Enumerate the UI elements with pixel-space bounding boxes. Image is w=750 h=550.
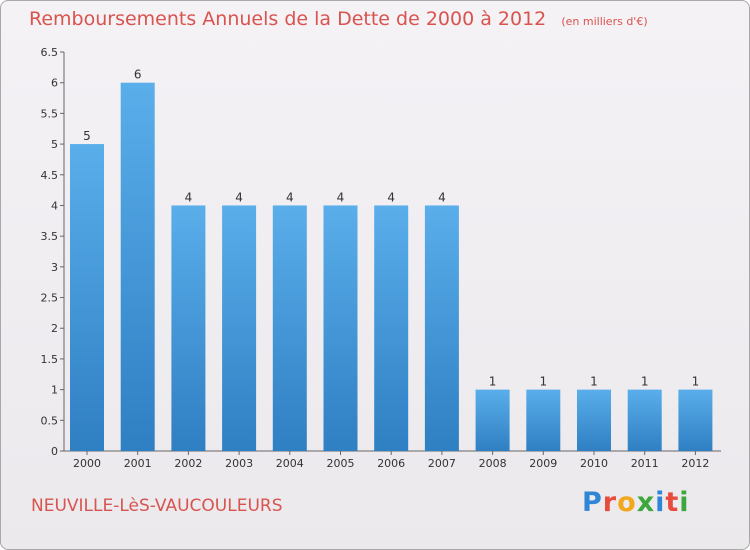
- x-tick-label: 2007: [428, 457, 456, 470]
- commune-name: NEUVILLE-LèS-VAUCOULEURS: [31, 496, 283, 516]
- chart-title-text: Remboursements Annuels de la Dette de 20…: [29, 8, 547, 30]
- y-tick-label: 0.5: [41, 414, 59, 427]
- y-tick-label: 5: [51, 138, 58, 151]
- x-tick-label: 2001: [124, 457, 152, 470]
- y-tick-label: 5.5: [41, 107, 59, 120]
- chart-subtitle: (en milliers d'€): [561, 15, 648, 28]
- bar-value-label: 1: [590, 375, 598, 389]
- x-tick-label: 2003: [225, 457, 253, 470]
- bar: [70, 144, 104, 452]
- bar: [272, 205, 307, 451]
- bar-value-label: 4: [235, 190, 243, 204]
- bar-value-label: 4: [387, 190, 395, 204]
- x-tick-label: 2010: [580, 457, 608, 470]
- chart-bars: [70, 82, 713, 452]
- logo-letter: t: [665, 487, 680, 518]
- x-tick-label: 2002: [174, 457, 202, 470]
- y-tick-label: 6.5: [41, 46, 59, 59]
- bar-value-label: 6: [134, 68, 142, 82]
- y-tick-label: 2: [51, 322, 58, 335]
- x-tick-label: 2000: [73, 457, 101, 470]
- y-tick-label: 1.5: [41, 353, 59, 366]
- y-tick-label: 1: [51, 384, 58, 397]
- logo-letter: r: [602, 487, 618, 518]
- x-tick-label: 2009: [529, 457, 557, 470]
- bar-value-label: 4: [337, 190, 345, 204]
- bar-value-label: 1: [641, 375, 649, 389]
- logo-letter: P: [582, 487, 603, 518]
- y-tick-label: 4.5: [41, 169, 59, 182]
- bar-value-label: 1: [489, 375, 497, 389]
- x-tick-label: 2011: [631, 457, 659, 470]
- y-tick-label: 6: [51, 77, 58, 90]
- bar-value-label: 4: [286, 190, 294, 204]
- y-tick-label: 2.5: [41, 292, 59, 305]
- proxiti-logo: Proxiti: [582, 487, 690, 518]
- bar: [526, 389, 561, 451]
- bar: [678, 389, 713, 451]
- bar-value-label: 5: [83, 129, 91, 143]
- logo-letter: o: [617, 487, 637, 518]
- bar: [577, 389, 611, 451]
- x-tick-label: 2006: [377, 457, 405, 470]
- bar: [120, 82, 155, 451]
- bar: [475, 389, 510, 451]
- bar-value-label: 4: [438, 190, 446, 204]
- bar-value-label: 1: [692, 375, 700, 389]
- bar: [171, 205, 206, 451]
- bar: [627, 389, 662, 451]
- chart-title: Remboursements Annuels de la Dette de 20…: [29, 8, 648, 30]
- y-tick-label: 3.5: [41, 230, 59, 243]
- x-tick-label: 2005: [327, 457, 355, 470]
- logo-letter: x: [636, 487, 656, 518]
- chart-labels: 0 0.5 1 1.5 2 2.5 3 3.5 4 4.5 5 5.5 6 6.5 2000 5 2001 6 20…: [41, 46, 710, 470]
- logo-letter: i: [655, 487, 666, 518]
- bar-value-label: 4: [185, 190, 193, 204]
- bar: [222, 205, 257, 451]
- bar-value-label: 1: [539, 375, 547, 389]
- y-tick-label: 0: [51, 445, 58, 458]
- y-tick-label: 4: [51, 199, 58, 212]
- bar: [424, 205, 459, 451]
- logo-letter: i: [679, 487, 690, 518]
- x-tick-label: 2008: [479, 457, 507, 470]
- bar: [374, 205, 409, 451]
- bar: [323, 205, 358, 451]
- y-tick-label: 3: [51, 261, 58, 274]
- x-tick-label: 2004: [276, 457, 304, 470]
- x-tick-label: 2012: [681, 457, 709, 470]
